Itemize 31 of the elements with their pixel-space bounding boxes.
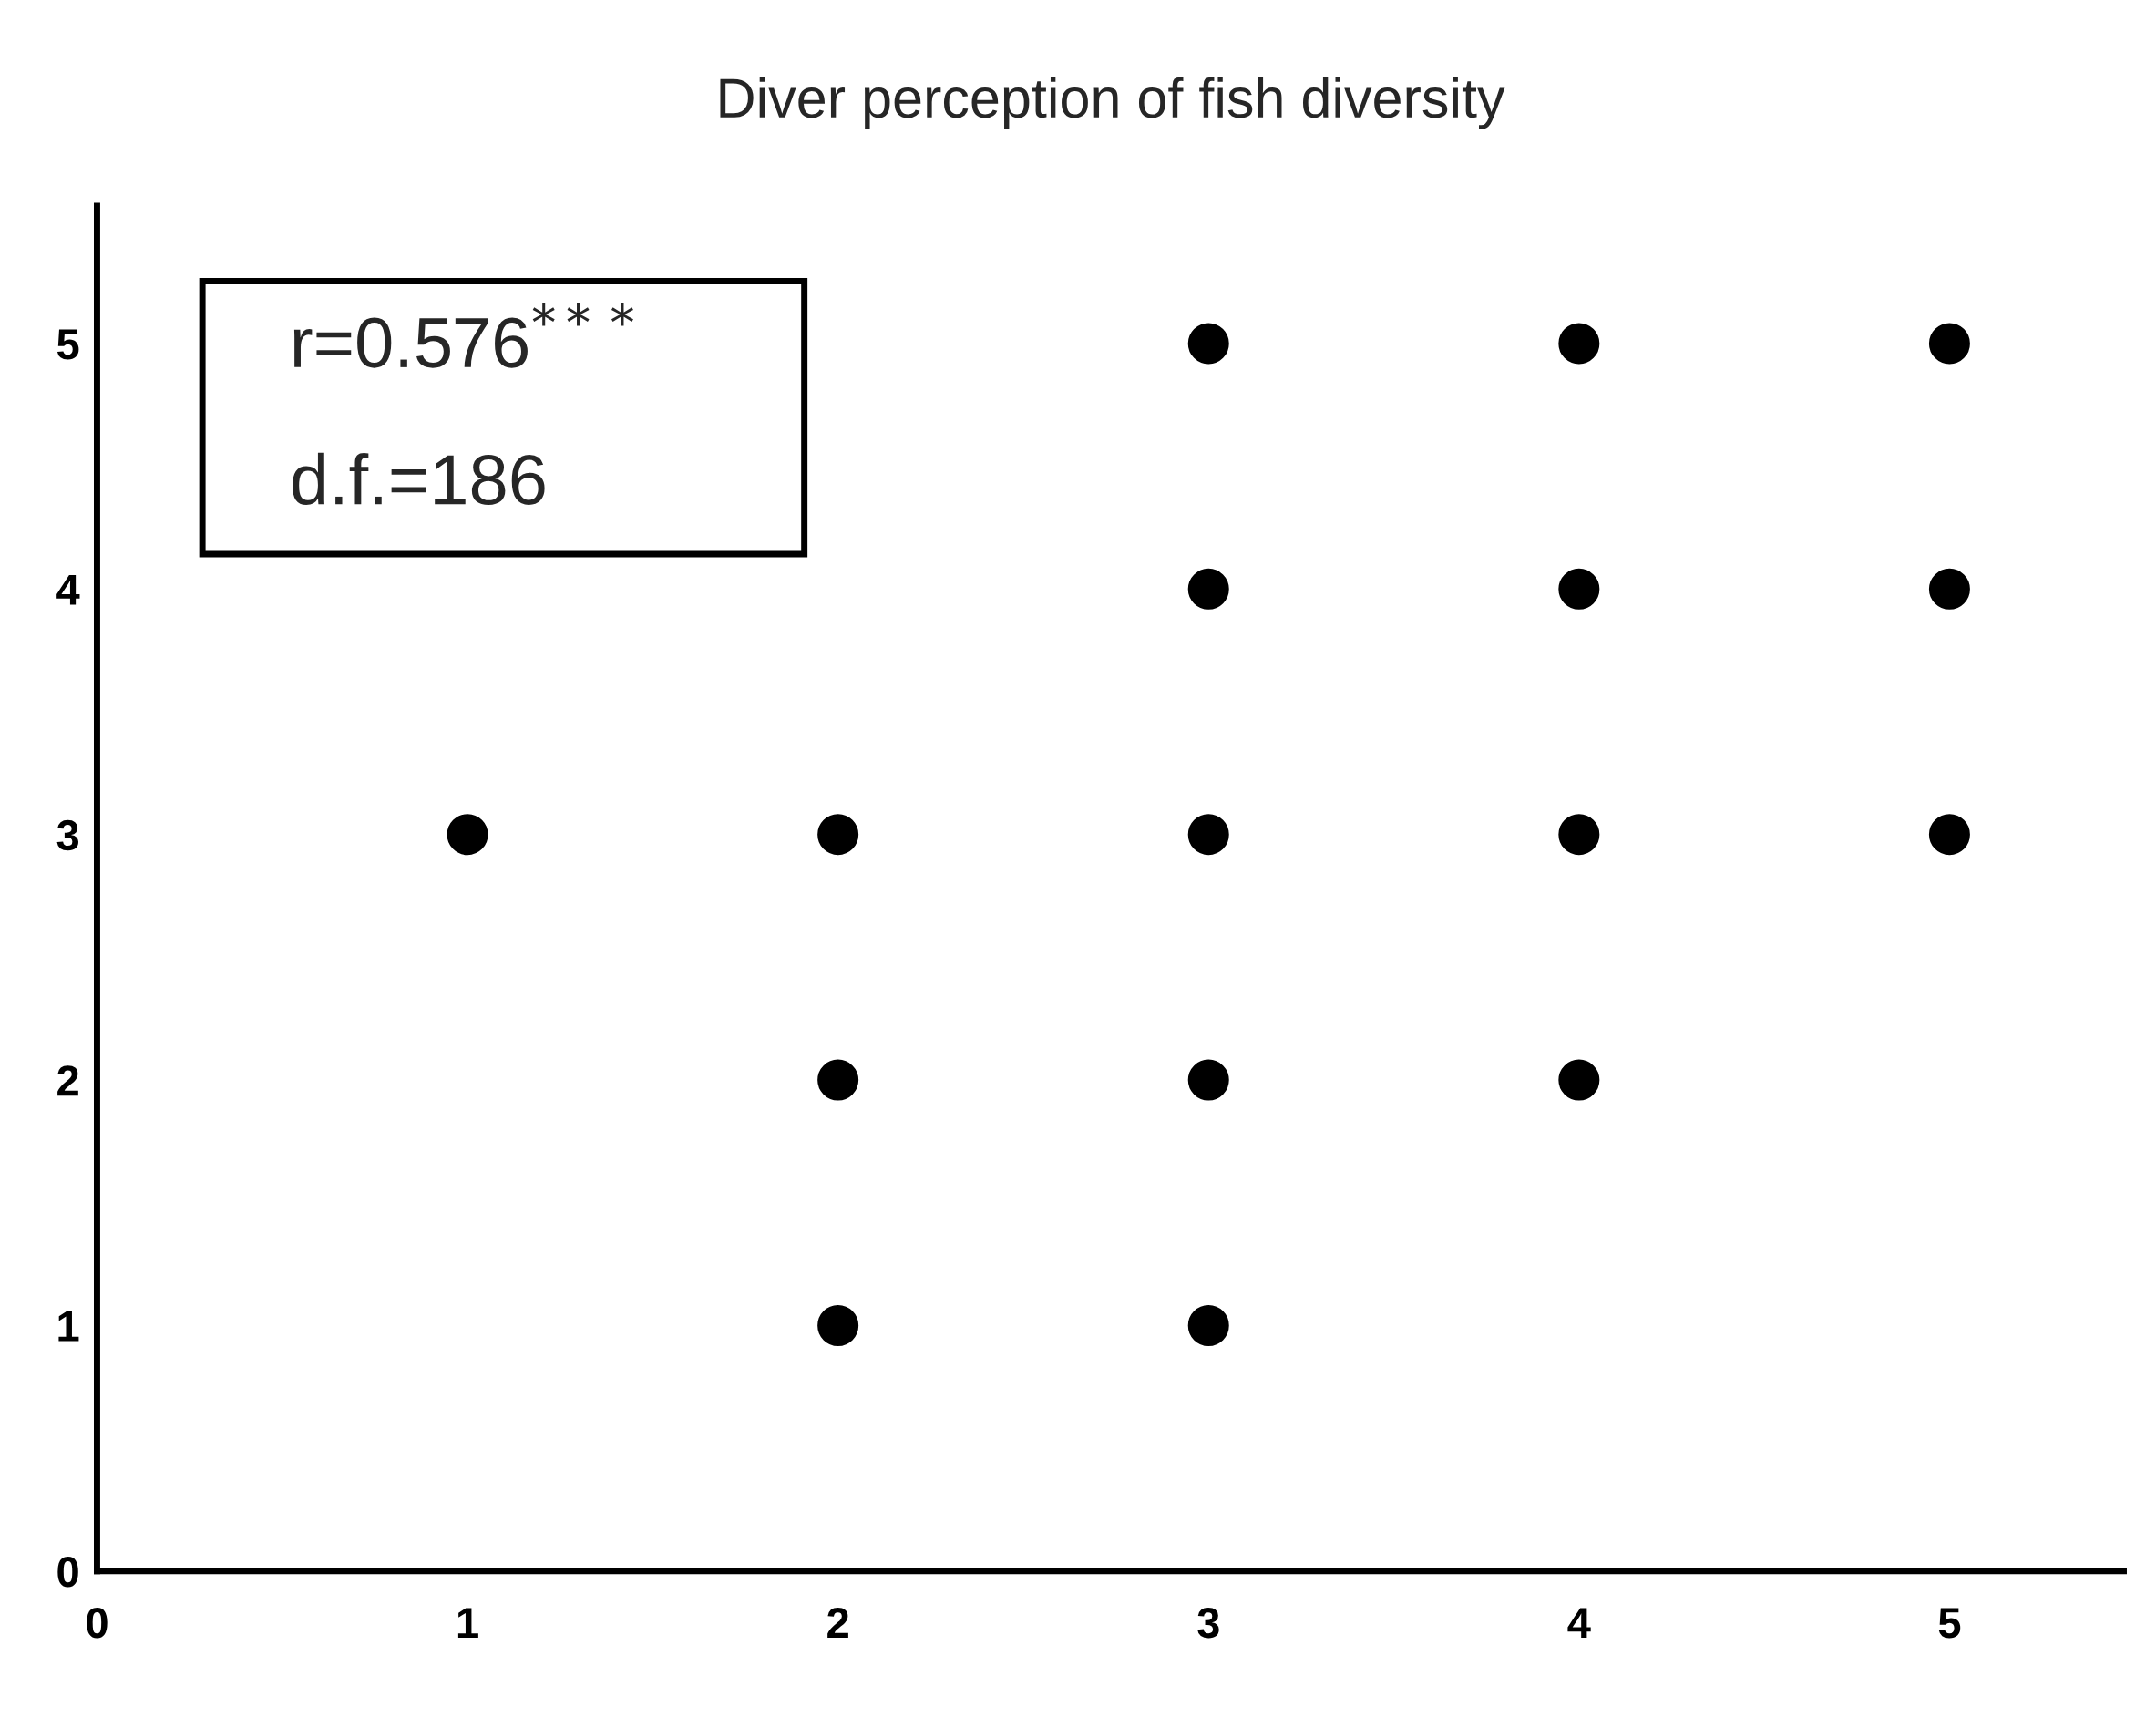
y-tick-label: 3 xyxy=(56,819,79,851)
x-tick-label: 1 xyxy=(457,1608,478,1638)
point xyxy=(817,814,859,856)
point xyxy=(1187,568,1229,610)
chart-title: Diver perception of fish diversity xyxy=(720,77,1505,129)
point xyxy=(1928,814,1970,856)
point xyxy=(1558,814,1600,856)
y-tick-label: 0 xyxy=(57,1557,78,1588)
y-tick-label: 1 xyxy=(58,1311,79,1342)
point xyxy=(447,814,488,856)
point xyxy=(1558,323,1600,365)
point xyxy=(1928,568,1970,610)
point xyxy=(1928,323,1970,365)
annotation: r=0.576$^{***}$ xyxy=(293,303,633,368)
point xyxy=(1558,568,1600,610)
x-tick-label: 0 xyxy=(87,1608,108,1639)
x-tick-label: 3 xyxy=(1197,1608,1219,1639)
x-tick-label: 5 xyxy=(1938,1608,1961,1639)
point xyxy=(817,1304,859,1346)
annotation: d.f.=186 xyxy=(293,452,545,505)
point xyxy=(1558,1059,1600,1101)
point xyxy=(1187,1304,1229,1346)
x-tick-label: 2 xyxy=(827,1608,848,1638)
x-tick-label: 4 xyxy=(1567,1608,1591,1638)
y-tick-label: 5 xyxy=(56,329,79,360)
point xyxy=(1187,323,1229,365)
y-tick-label: 2 xyxy=(57,1065,78,1096)
point xyxy=(1187,1059,1229,1101)
point xyxy=(817,1059,859,1101)
point xyxy=(1187,814,1229,856)
y-tick-label: 4 xyxy=(56,574,80,605)
